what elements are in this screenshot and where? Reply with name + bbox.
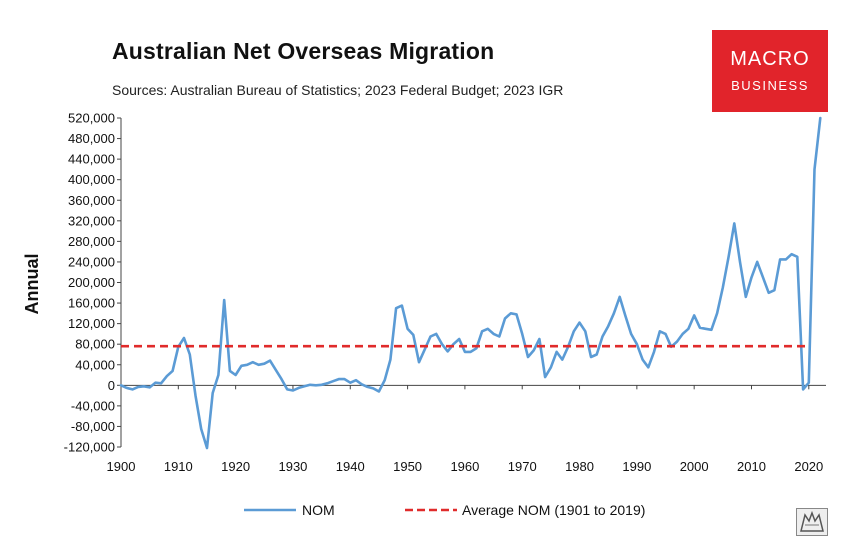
y-tick-label: 0 — [108, 378, 115, 393]
y-tick-label: -120,000 — [64, 440, 115, 455]
y-tick-label: 80,000 — [75, 337, 115, 352]
x-tick-label: 1960 — [450, 459, 479, 474]
nom-series-line — [119, 116, 822, 450]
x-tick-label: 1970 — [508, 459, 537, 474]
y-tick-label: 440,000 — [68, 152, 115, 167]
y-tick-label: 480,000 — [68, 131, 115, 146]
x-tick-label: 1990 — [622, 459, 651, 474]
x-tick-label: 1900 — [107, 459, 136, 474]
y-tick-label: 200,000 — [68, 275, 115, 290]
x-tick-label: 1920 — [221, 459, 250, 474]
y-tick-label: 520,000 — [68, 111, 115, 126]
x-tick-label: 1910 — [164, 459, 193, 474]
x-tick-label: 2010 — [737, 459, 766, 474]
y-tick-label: 120,000 — [68, 316, 115, 331]
x-tick-label: 2000 — [680, 459, 709, 474]
logo-line-1: MACRO — [730, 48, 810, 70]
y-tick-label: 280,000 — [68, 234, 115, 249]
logo-line-2: BUSINESS — [731, 78, 809, 93]
y-tick-label: 400,000 — [68, 172, 115, 187]
legend-item-nom-label: NOM — [302, 502, 335, 518]
y-tick-label: 320,000 — [68, 213, 115, 228]
macrobusiness-logo: MACRO BUSINESS — [712, 30, 828, 112]
y-tick-label: 160,000 — [68, 296, 115, 311]
series-layer — [119, 116, 822, 450]
legend-item-average-nom-label: Average NOM (1901 to 2019) — [462, 502, 645, 518]
y-tick-label: 360,000 — [68, 193, 115, 208]
legend: NOM Average NOM (1901 to 2019) — [244, 502, 645, 518]
macrobusiness-badge-icon — [796, 508, 828, 536]
x-tick-label: 1950 — [393, 459, 422, 474]
x-tick-label: 1930 — [278, 459, 307, 474]
chart-title: Australian Net Overseas Migration — [112, 38, 495, 64]
y-axis-label: Annual — [22, 254, 42, 315]
x-tick-label: 1980 — [565, 459, 594, 474]
y-tick-label: -40,000 — [71, 398, 115, 413]
axes-layer: -120,000 -80,000 -40,000 0 40,000 80,000 120,0… — [64, 111, 826, 474]
y-tick-label: 40,000 — [75, 357, 115, 372]
y-tick-label: -80,000 — [71, 419, 115, 434]
chart-subtitle: Sources: Australian Bureau of Statistics… — [112, 82, 564, 98]
y-tick-label: 240,000 — [68, 254, 115, 269]
x-tick-label: 1940 — [336, 459, 365, 474]
x-tick-label: 2020 — [794, 459, 823, 474]
